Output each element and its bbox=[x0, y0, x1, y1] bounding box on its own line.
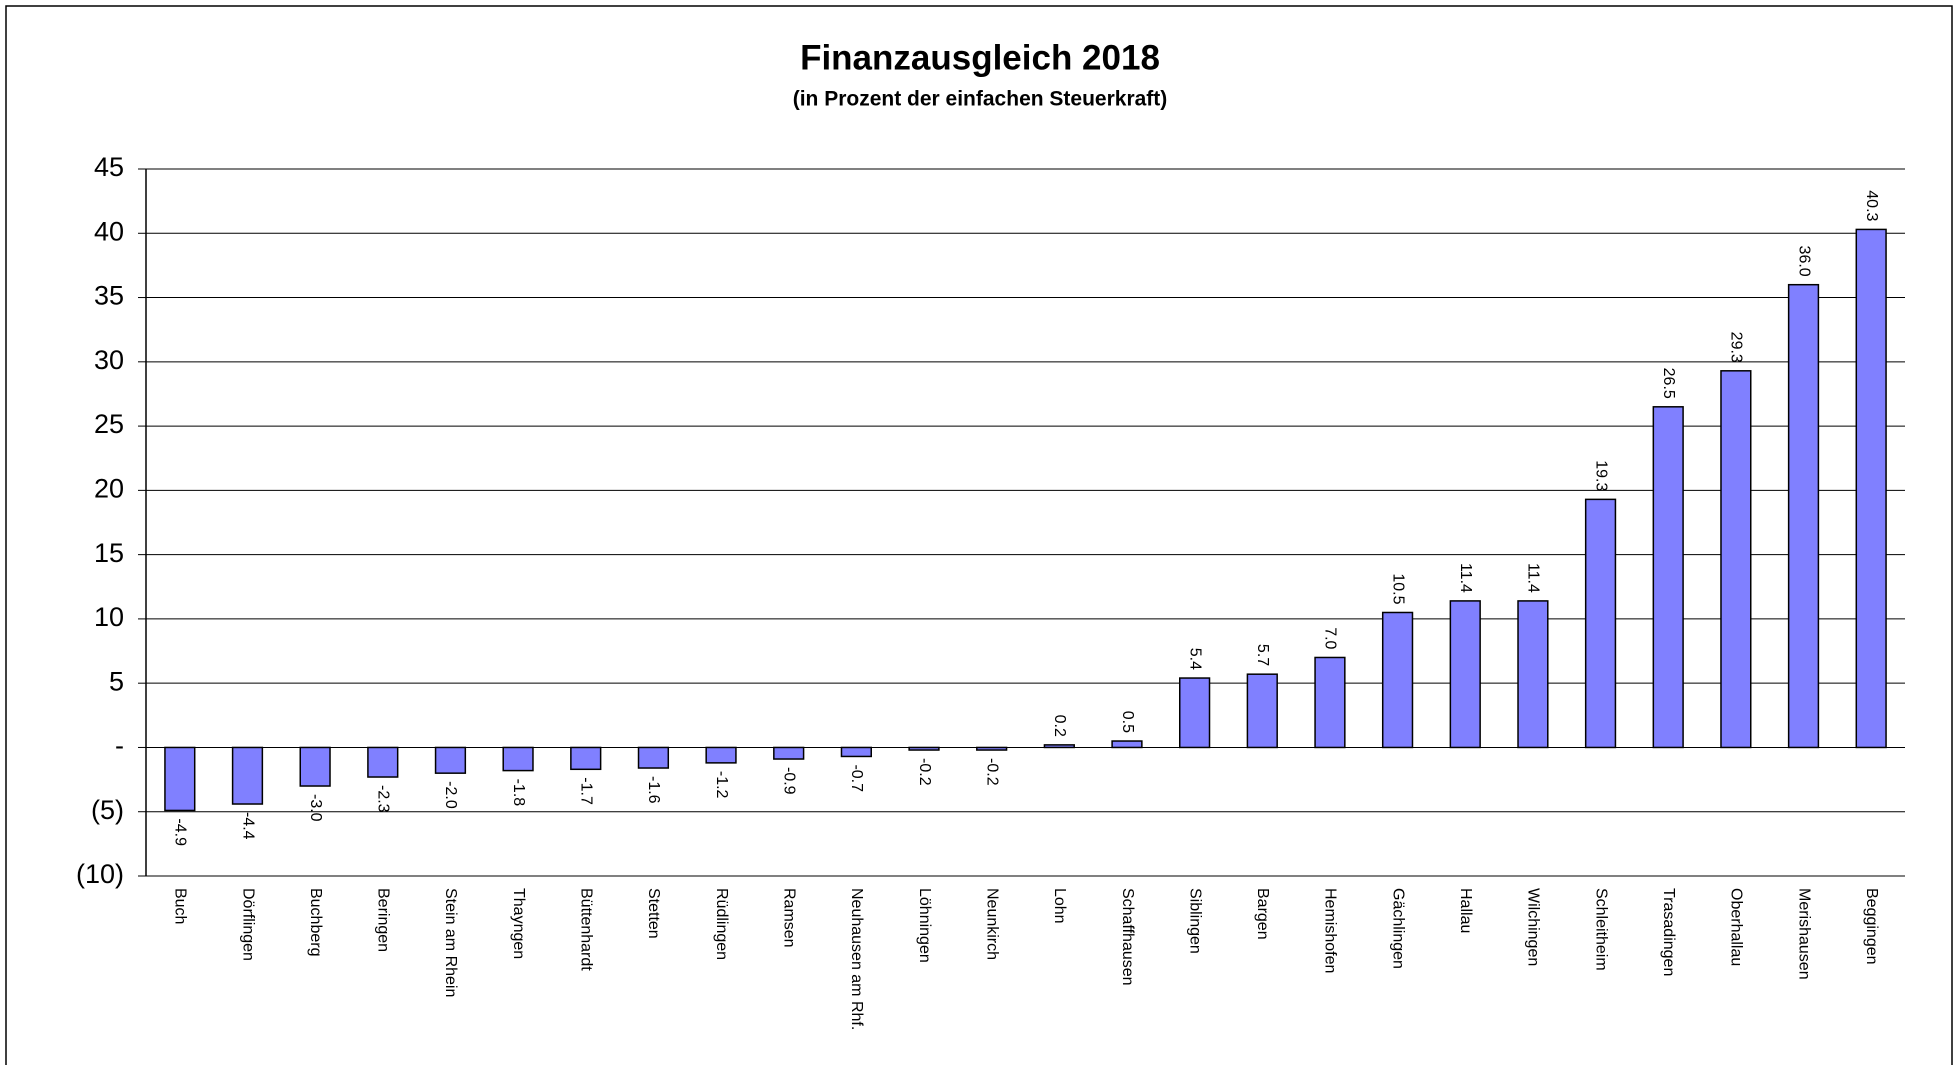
x-tick-label: Schaffhausen bbox=[1119, 888, 1136, 986]
y-tick-label: 40 bbox=[94, 216, 124, 246]
bar bbox=[231, 746, 264, 805]
value-label: 5.7 bbox=[1254, 644, 1271, 666]
x-tick-label: Dörflingen bbox=[239, 888, 256, 961]
value-label: -1.7 bbox=[578, 777, 595, 805]
bar bbox=[502, 746, 534, 772]
bar bbox=[164, 746, 196, 812]
x-tick-label: Rüdlingen bbox=[713, 888, 730, 960]
value-label: 36.0 bbox=[1795, 246, 1812, 277]
value-label: -2.0 bbox=[442, 781, 459, 809]
bar bbox=[1111, 740, 1143, 749]
y-tick-label: - bbox=[115, 731, 124, 761]
value-label: -1.2 bbox=[713, 771, 730, 799]
bar bbox=[434, 746, 467, 774]
x-tick-label: Lohn bbox=[1051, 888, 1068, 924]
bar bbox=[1314, 656, 1346, 749]
value-label: 40.3 bbox=[1863, 190, 1880, 221]
bar bbox=[705, 746, 737, 764]
y-tick-label: 15 bbox=[94, 538, 124, 568]
x-tick-label: Stein am Rhein bbox=[442, 888, 459, 997]
x-tick-label: Buchberg bbox=[307, 888, 324, 957]
x-tick-label: Beringen bbox=[375, 888, 392, 952]
value-label: -4.9 bbox=[172, 818, 189, 846]
x-tick-label: Büttenhardt bbox=[578, 888, 595, 971]
y-tick-label: 45 bbox=[94, 152, 124, 182]
bar bbox=[1517, 600, 1549, 749]
x-tick-label: Bargen bbox=[1254, 888, 1271, 940]
value-label: 11.4 bbox=[1457, 563, 1474, 593]
x-tick-label: Oberhallau bbox=[1728, 888, 1745, 966]
bar bbox=[908, 746, 940, 751]
x-tick-label: Löhningen bbox=[916, 888, 933, 963]
bar bbox=[637, 746, 670, 769]
bar bbox=[1246, 673, 1278, 749]
value-label: 19.3 bbox=[1592, 460, 1609, 491]
value-label: 10.5 bbox=[1389, 573, 1406, 604]
x-tick-label: Hallau bbox=[1457, 888, 1474, 933]
x-tick-label: Neuhausen am Rhf. bbox=[848, 888, 865, 1030]
y-tick-label: 10 bbox=[94, 602, 124, 632]
x-tick-label: Merishausen bbox=[1795, 888, 1812, 980]
y-tick-label: (10) bbox=[76, 859, 124, 889]
chart-subtitle: (in Prozent der einfachen Steuerkraft) bbox=[793, 88, 1168, 111]
y-tick-label: 30 bbox=[94, 345, 124, 375]
bar bbox=[1855, 228, 1887, 749]
x-tick-label: Beggingen bbox=[1863, 888, 1880, 965]
value-label: -0.2 bbox=[983, 758, 1000, 786]
value-label: -2.3 bbox=[375, 785, 392, 813]
bar bbox=[299, 746, 331, 787]
bar bbox=[1043, 744, 1075, 749]
x-tick-label: Neunkirch bbox=[983, 888, 1000, 960]
bar bbox=[1652, 406, 1684, 749]
value-label: -0.7 bbox=[848, 764, 865, 792]
bar bbox=[1179, 677, 1211, 749]
value-label: 26.5 bbox=[1660, 368, 1677, 399]
y-tick-label: (5) bbox=[91, 795, 124, 825]
value-label: 7.0 bbox=[1322, 627, 1339, 649]
value-label: 0.2 bbox=[1051, 715, 1068, 737]
x-tick-label: Ramsen bbox=[780, 888, 797, 948]
x-tick-label: Trasadingen bbox=[1660, 888, 1677, 976]
bar bbox=[1720, 370, 1752, 749]
x-tick-label: Wilchingen bbox=[1525, 888, 1542, 966]
value-label: -3.0 bbox=[307, 794, 324, 822]
y-tick-label: 5 bbox=[109, 666, 124, 696]
value-label: 29.3 bbox=[1728, 332, 1745, 363]
x-tick-label: Gächlingen bbox=[1389, 888, 1406, 969]
x-tick-label: Thayngen bbox=[510, 888, 527, 959]
value-label: -0.2 bbox=[916, 758, 933, 786]
value-label: -1.6 bbox=[645, 776, 662, 804]
bar bbox=[570, 746, 602, 771]
bar bbox=[1787, 283, 1820, 749]
chart-frame bbox=[5, 5, 1953, 1065]
y-tick-label: 20 bbox=[94, 473, 124, 503]
value-label: -0.9 bbox=[780, 767, 797, 795]
bar bbox=[367, 746, 399, 778]
value-label: -1.8 bbox=[510, 779, 527, 807]
bar bbox=[773, 746, 805, 760]
y-tick-label: 35 bbox=[94, 281, 124, 311]
bar bbox=[1584, 498, 1617, 749]
y-tick-label: 25 bbox=[94, 409, 124, 439]
x-tick-label: Stetten bbox=[645, 888, 662, 939]
bar bbox=[1449, 600, 1481, 749]
value-label: 11.4 bbox=[1525, 563, 1542, 593]
x-tick-label: Buch bbox=[172, 888, 189, 924]
value-label: 5.4 bbox=[1186, 648, 1203, 670]
x-tick-label: Siblingen bbox=[1186, 888, 1203, 954]
x-tick-label: Schleitheim bbox=[1592, 888, 1609, 971]
bar bbox=[976, 746, 1008, 751]
bar bbox=[1381, 611, 1414, 749]
x-tick-label: Hemishofen bbox=[1322, 888, 1339, 973]
chart-title: Finanzausgleich 2018 bbox=[800, 38, 1160, 77]
value-label: -4.4 bbox=[239, 812, 256, 840]
bar bbox=[840, 746, 872, 758]
value-label: 0.5 bbox=[1119, 711, 1136, 733]
